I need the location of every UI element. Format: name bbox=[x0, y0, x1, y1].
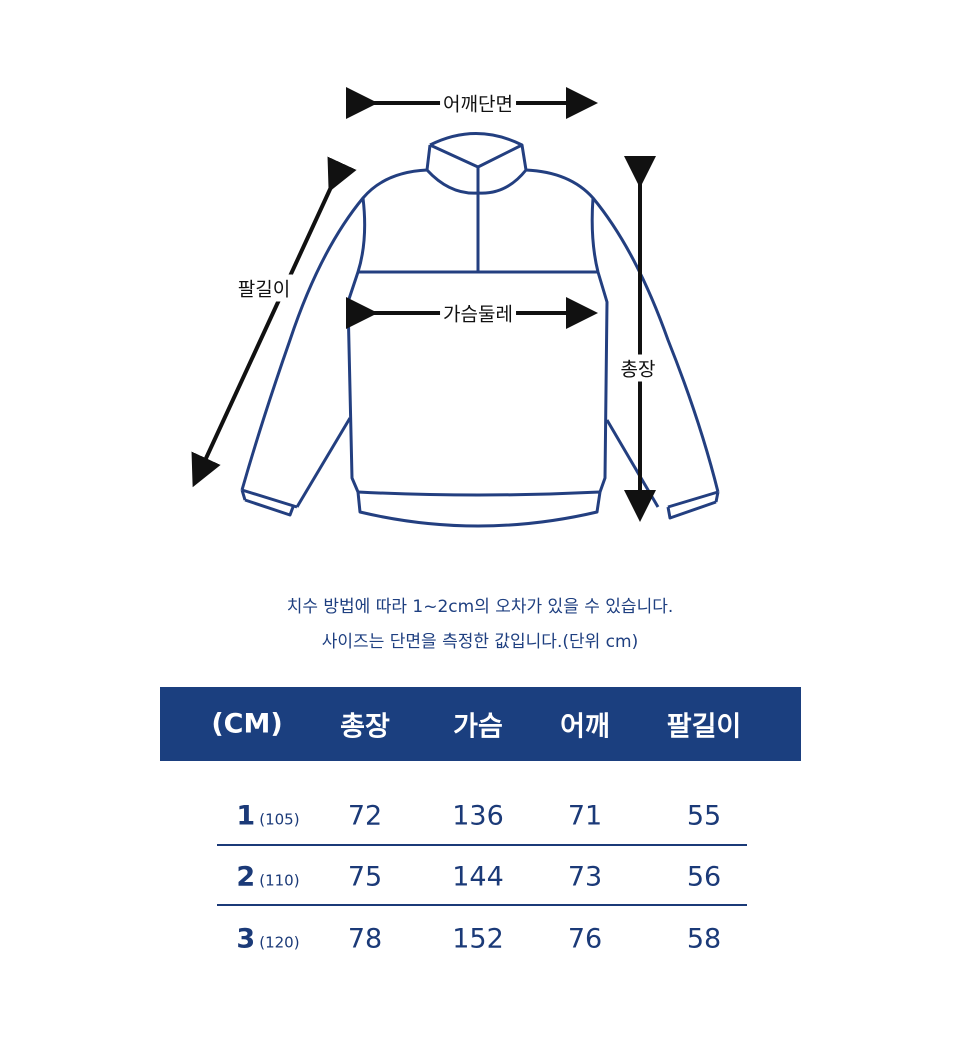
size-sub: (105) bbox=[259, 810, 300, 829]
length-label: 총장 bbox=[617, 354, 659, 382]
hem bbox=[356, 490, 602, 528]
sleeve-label: 팔길이 bbox=[234, 274, 294, 302]
value-chest: 144 bbox=[452, 861, 504, 893]
size-number: 1 bbox=[236, 800, 256, 832]
header-sleeve: 팔길이 bbox=[666, 711, 742, 743]
value-sleeve: 55 bbox=[686, 800, 722, 832]
header-cm: (CM) bbox=[211, 708, 283, 740]
shoulder-label: 어깨단면 bbox=[440, 89, 516, 117]
size-sub: (120) bbox=[259, 933, 300, 952]
header-shoulder: 어깨 bbox=[560, 711, 610, 743]
sleeve-arrow bbox=[191, 156, 357, 488]
row-divider bbox=[217, 904, 747, 906]
size-sub: (110) bbox=[259, 871, 300, 890]
value-sleeve: 56 bbox=[686, 861, 722, 893]
value-length: 75 bbox=[347, 861, 383, 893]
value-chest: 152 bbox=[452, 923, 504, 955]
left-cuff bbox=[240, 488, 298, 517]
size-cell: 3 (120) bbox=[236, 924, 299, 955]
value-chest: 136 bbox=[452, 800, 504, 832]
note-tolerance: 치수 방법에 따라 1~2cm의 오차가 있을 수 있습니다. bbox=[286, 597, 674, 617]
row-divider bbox=[217, 844, 747, 846]
value-shoulder: 76 bbox=[567, 923, 603, 955]
chest-label: 가슴둘레 bbox=[440, 299, 516, 327]
size-number: 2 bbox=[236, 861, 256, 893]
right-cuff bbox=[666, 490, 720, 520]
size-cell: 1 (105) bbox=[236, 801, 299, 832]
left-sleeve-inner bbox=[295, 417, 352, 508]
value-length: 72 bbox=[347, 800, 383, 832]
size-number: 3 bbox=[236, 923, 256, 955]
value-sleeve: 58 bbox=[686, 923, 722, 955]
body-right bbox=[590, 197, 609, 493]
collar bbox=[425, 132, 528, 171]
header-chest: 가슴 bbox=[453, 711, 503, 743]
header-length: 총장 bbox=[340, 711, 390, 743]
table-header bbox=[160, 687, 801, 761]
jacket-diagram bbox=[191, 87, 720, 528]
value-shoulder: 73 bbox=[567, 861, 603, 893]
value-shoulder: 71 bbox=[567, 800, 603, 832]
body-left bbox=[346, 197, 367, 493]
right-sleeve-inner bbox=[605, 419, 660, 508]
value-length: 78 bbox=[347, 923, 383, 955]
size-cell: 2 (110) bbox=[236, 862, 299, 893]
note-unit: 사이즈는 단면을 측정한 값입니다.(단위 cm) bbox=[321, 632, 639, 652]
